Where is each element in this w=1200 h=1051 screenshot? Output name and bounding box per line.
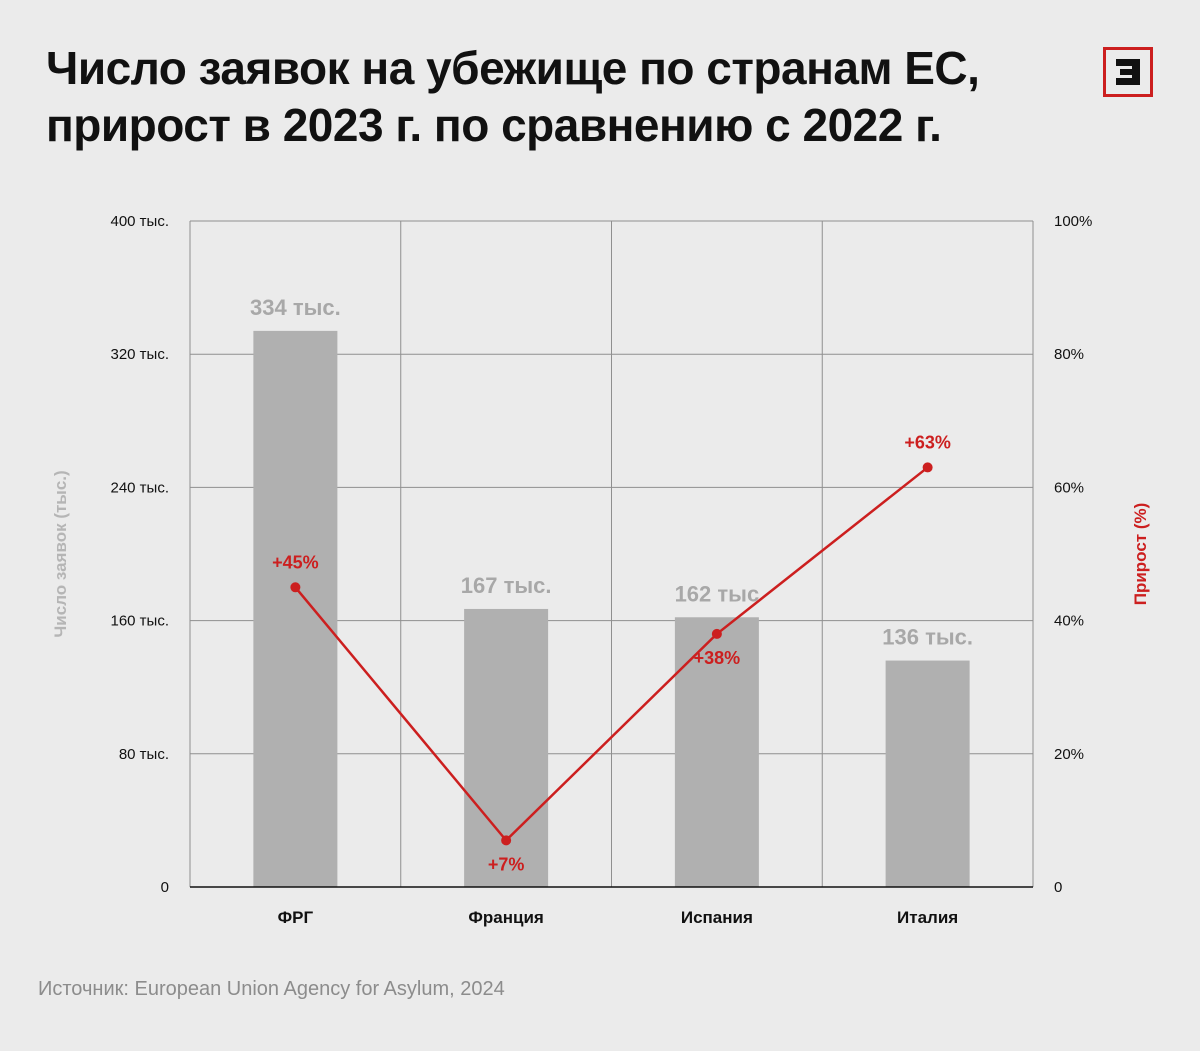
bar-value-label: 136 тыс.: [882, 625, 973, 650]
y-tick-label-right: 40%: [1054, 613, 1084, 630]
growth-point: [711, 628, 722, 639]
bar: [253, 330, 338, 887]
y-tick-label-left: 240 тыс.: [110, 479, 169, 496]
y-tick-label-left: 80 тыс.: [119, 746, 169, 763]
x-category-label: Италия: [897, 908, 958, 927]
y-tick-label-left: 160 тыс.: [110, 613, 169, 630]
growth-point: [290, 582, 301, 593]
y-tick-label-left: 320 тыс.: [110, 346, 169, 363]
bar: [885, 660, 970, 887]
y-tick-label-right: 100%: [1054, 213, 1092, 230]
y-tick-label-right: 60%: [1054, 479, 1084, 496]
bar-value-label: 167 тыс.: [461, 573, 552, 598]
y-axis-title-right: Прирост (%): [1131, 503, 1150, 606]
growth-value-label: +45%: [272, 552, 319, 572]
growth-value-label: +7%: [488, 854, 525, 874]
publisher-logo-icon: [1103, 47, 1153, 97]
x-category-label: Испания: [681, 908, 753, 927]
bar-value-label: 334 тыс.: [250, 295, 341, 320]
x-category-label: Франция: [468, 908, 543, 927]
bar-value-label: 162 тыс: [675, 581, 760, 606]
growth-value-label: +63%: [904, 432, 951, 452]
growth-value-label: +38%: [694, 648, 741, 668]
y-tick-label-right: 80%: [1054, 346, 1084, 363]
chart-title-line-1: Число заявок на убежище по странам ЕС,: [46, 42, 980, 94]
y-tick-label-left: 0: [161, 879, 169, 896]
x-category-label: ФРГ: [278, 908, 314, 927]
growth-line: [294, 466, 929, 842]
chart-title-line-2: прирост в 2023 г. по сравнению с 2022 г.: [46, 99, 942, 151]
y-tick-label-left: 400 тыс.: [110, 213, 169, 230]
growth-point: [501, 835, 512, 846]
y-tick-label-right: 20%: [1054, 746, 1084, 763]
growth-point: [922, 462, 933, 473]
source-note: Источник: European Union Agency for Asyl…: [38, 978, 505, 1000]
chart-title: Число заявок на убежище по странам ЕС, п…: [46, 40, 1066, 154]
y-tick-label-right: 0: [1054, 879, 1062, 896]
y-axis-title-left: Число заявок (тыс.): [51, 470, 70, 637]
